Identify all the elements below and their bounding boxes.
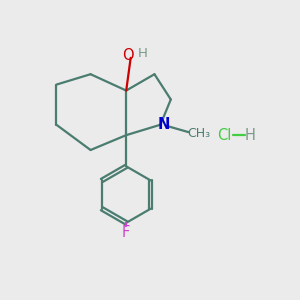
Text: O: O [122, 48, 134, 63]
Text: F: F [122, 225, 130, 240]
Text: N: N [158, 117, 170, 132]
Text: Cl: Cl [217, 128, 232, 142]
Text: H: H [138, 47, 148, 60]
Text: H: H [244, 128, 255, 142]
Text: CH₃: CH₃ [188, 127, 211, 140]
